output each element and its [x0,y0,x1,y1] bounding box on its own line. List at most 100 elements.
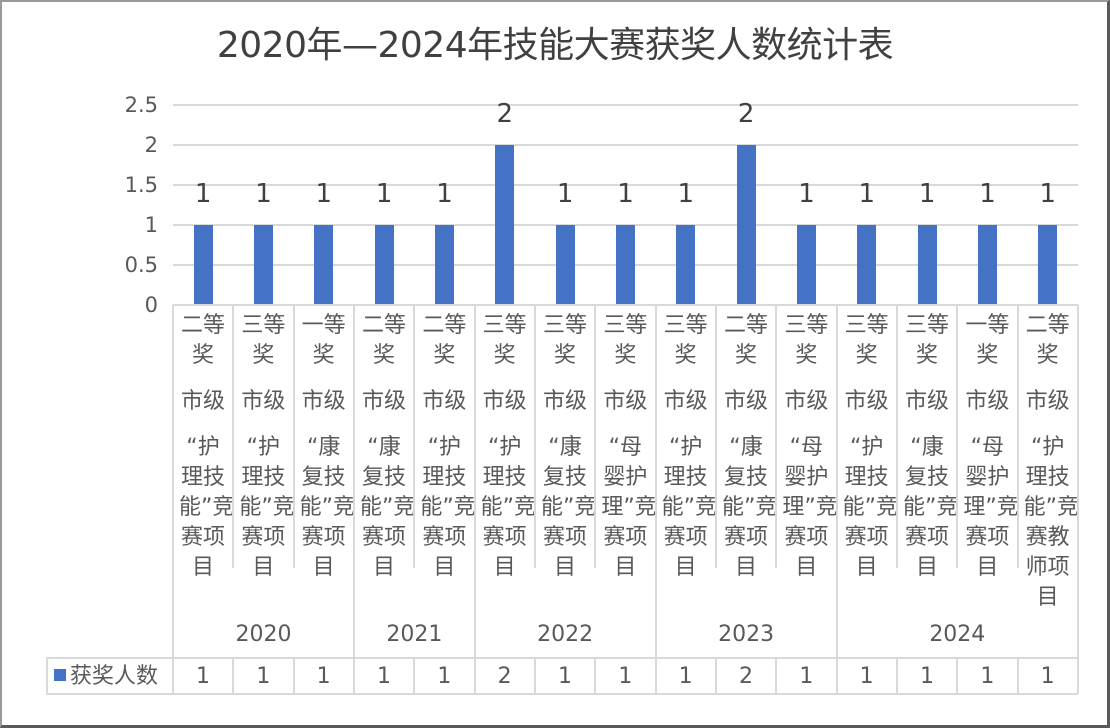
category-divider [956,305,959,568]
level-text: 市级 [904,389,949,414]
spacer [294,371,354,387]
project-text: “护理技能”竞赛项目 [179,435,235,580]
category-label: 三等奖 市级 “护理技能”竞赛项目 [837,311,899,583]
spacer [535,417,595,433]
award-text: 三等奖 [663,313,708,368]
data-label: 1 [255,179,272,209]
award-text: 三等奖 [784,313,829,368]
level-text: 市级 [241,389,286,414]
data-label: 1 [194,179,212,209]
data-label: 2 [496,99,514,129]
category-divider [534,305,536,568]
award-text: 三等奖 [844,313,889,368]
project-text: “母婴护理”竞赛项目 [782,435,838,580]
level-text: 市级 [422,389,467,414]
y-tick-label: 0.5 [124,253,158,277]
data-label: 2 [737,99,755,129]
project-text: “护理技能”竞赛项目 [420,435,476,580]
bar [193,225,213,305]
award-text: 一等奖 [965,313,1010,368]
x-axis-line [173,304,1078,306]
table-divider [594,658,597,694]
award-text: 二等奖 [723,313,768,368]
y-tick-label: 1.5 [124,173,158,197]
data-label: 1 [798,179,815,209]
spacer [656,371,716,387]
table-value-cell: 1 [437,664,452,689]
data-label: 1 [315,179,333,209]
category-divider [594,305,597,568]
spacer [837,371,897,387]
data-label: 1 [918,179,936,209]
table-value-cell: 1 [980,664,995,689]
year-divider [835,305,838,694]
level-text: 市级 [723,389,768,414]
year-divider [353,305,355,694]
table-divider [1016,658,1019,694]
bar [797,225,816,305]
project-text: “康复技能”竞赛项目 [541,435,597,580]
level-text: 市级 [965,389,1010,414]
data-label: 1 [979,179,996,209]
spacer [656,417,716,433]
project-text: “母婴护理”竞赛项目 [963,435,1019,580]
spacer [595,371,655,387]
year-divider [1077,305,1079,694]
spacer [716,417,776,433]
award-text: 三等奖 [603,313,648,368]
table-divider [232,658,235,694]
table-value-cell: 1 [558,664,572,689]
spacer [233,371,293,387]
y-tick-label: 2.5 [124,93,158,117]
y-tick-label: 0 [144,293,158,317]
chart-title: 2020年—2024年技能大赛获奖人数统计表 [216,25,894,66]
spacer [354,417,414,433]
category-label: 三等奖 市级 “康复技能”竞赛项目 [897,311,958,583]
data-label: 1 [1039,179,1057,209]
category-label: 二等奖 市级 “康复技能”竞赛项目 [716,311,777,583]
spacer [837,417,897,433]
bar [1038,225,1058,305]
bar [736,145,756,305]
spacer [354,371,414,387]
award-text: 三等奖 [542,313,587,368]
bar [857,225,877,305]
spacer [776,371,836,387]
category-label: 三等奖市级 “母婴护理”竞赛项目 [776,311,838,583]
spacer [1018,371,1078,387]
data-label: 1 [556,179,574,209]
table-value-cell: 1 [1040,664,1055,689]
table-value-cell: 1 [678,664,693,689]
category-label: 二等奖 市级 “护理技能”竞赛教师项目 [1018,311,1079,613]
project-text: “护理技能”竞赛项目 [661,435,718,580]
bar [978,225,997,305]
spacer [776,417,836,433]
level-text: 市级 [361,389,406,414]
data-label: 1 [858,179,876,209]
table-divider [534,658,536,694]
project-text: “护理技能”竞赛项目 [842,435,899,580]
table-divider [896,658,898,694]
category-divider [775,305,778,568]
table-divider [413,658,416,694]
award-text: 二等奖 [180,313,225,368]
table-value-cell: 1 [316,664,331,689]
table-divider [715,658,717,694]
category-label: 三等奖 市级 “母婴护理”竞赛项目 [595,311,656,583]
spacer [414,371,474,387]
award-text: 二等奖 [422,313,467,368]
bar [917,225,937,305]
level-text: 市级 [784,389,829,414]
data-label: 1 [436,179,453,209]
category-label: 三等奖 市级 “护理技能”竞赛项目 [475,311,536,583]
project-text: “康复技能”竞赛项目 [360,435,416,580]
year-label: 2023 [718,622,775,647]
category-label: 一等奖 市级 “康复技能”竞赛项目 [294,311,355,583]
award-text: 三等奖 [482,313,527,368]
category-divider [1016,305,1019,568]
table-divider [956,658,959,694]
year-label: 2022 [537,622,594,647]
level-text: 市级 [301,389,346,414]
table-bottom-line [46,693,1078,695]
